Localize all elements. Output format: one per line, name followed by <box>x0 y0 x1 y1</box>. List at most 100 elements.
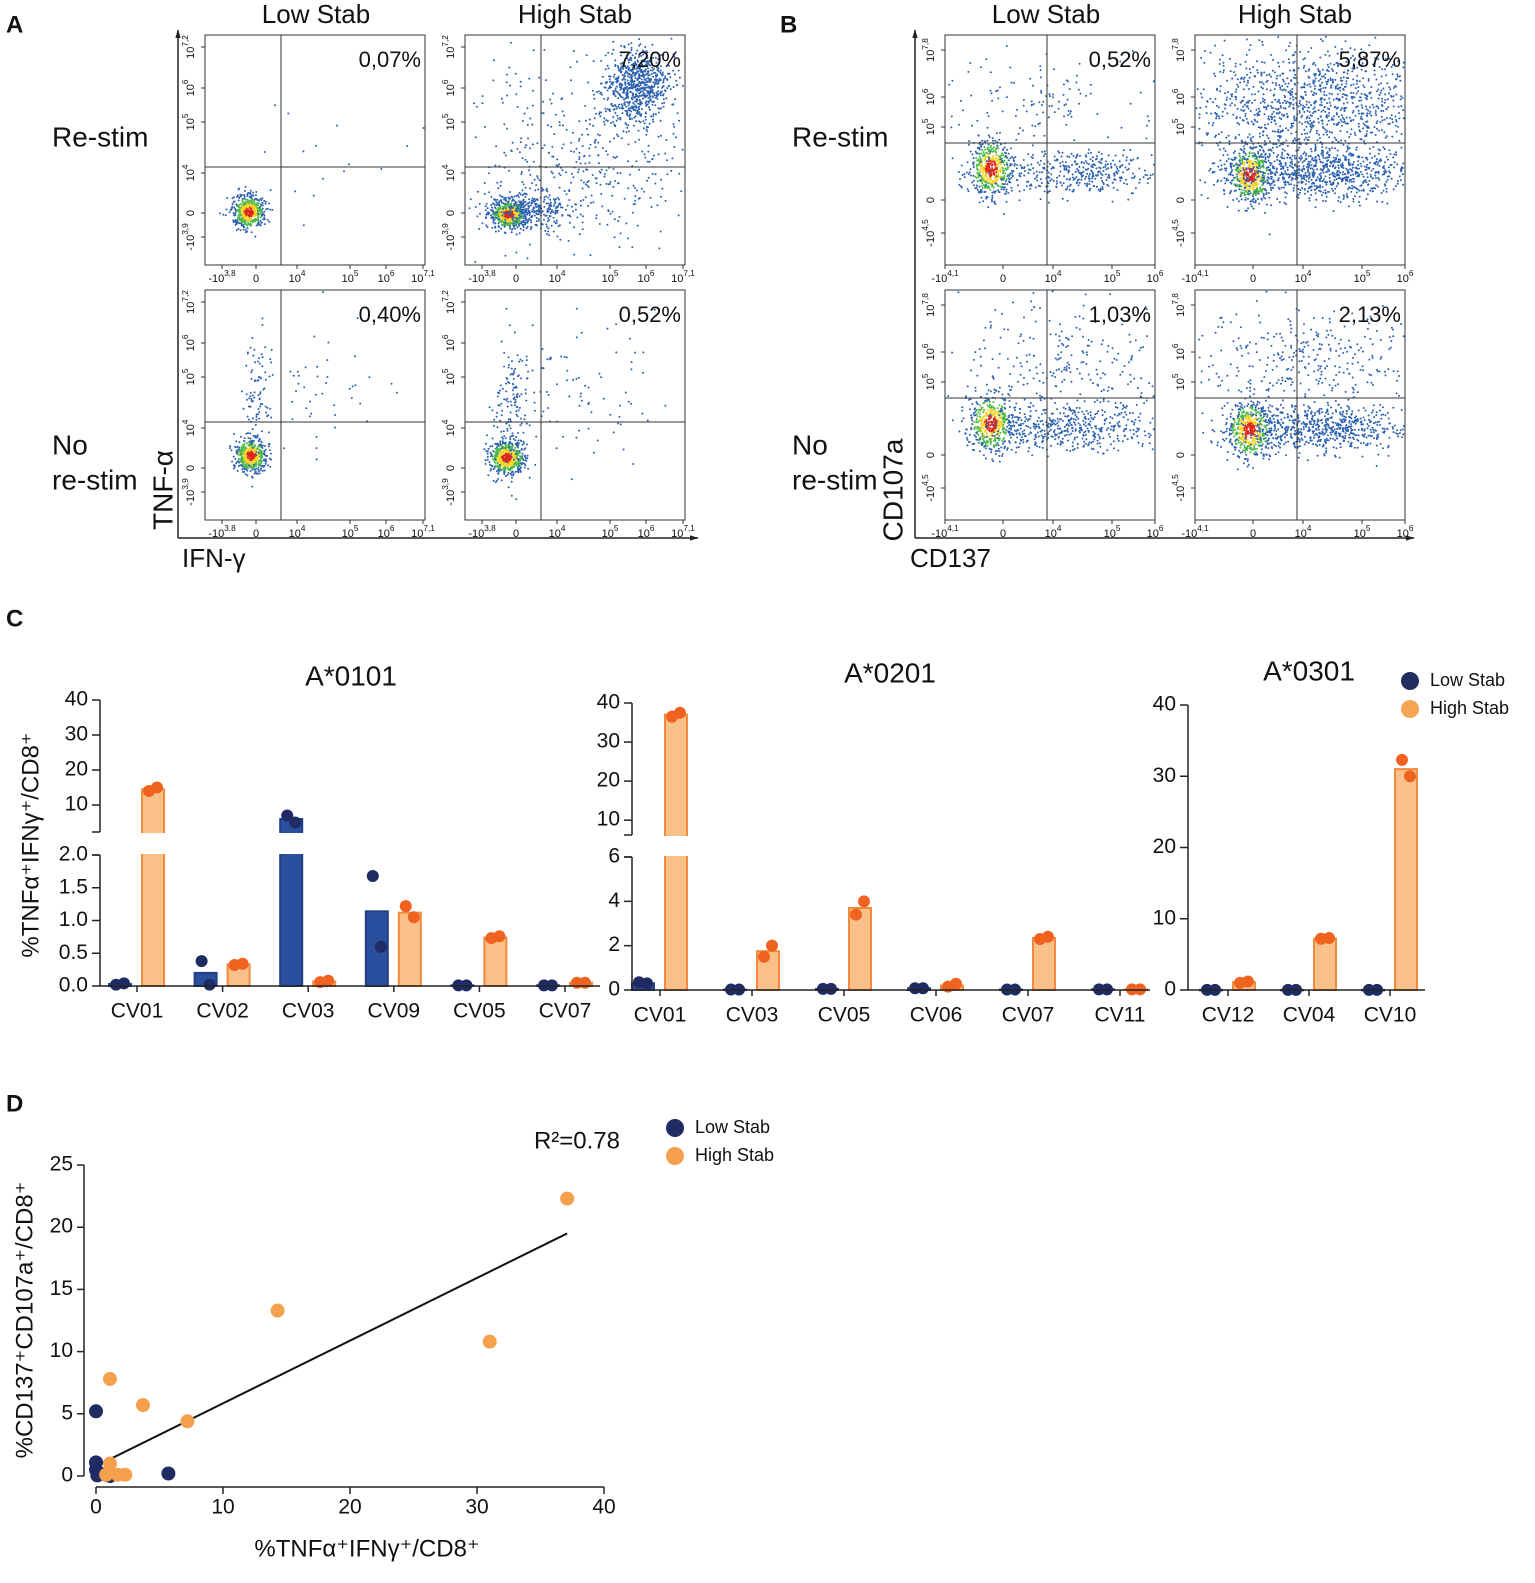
event-dot <box>656 97 659 100</box>
event-dot <box>233 433 235 435</box>
event-dot <box>263 210 266 213</box>
event-dot <box>619 423 622 426</box>
event-dot <box>1150 154 1153 157</box>
event-dot <box>618 246 621 249</box>
event-dot <box>1108 175 1111 177</box>
event-dot <box>512 198 514 201</box>
x-tick-label: 104 <box>289 269 306 285</box>
event-dot <box>1034 177 1036 180</box>
event-dot <box>506 405 509 408</box>
event-dot <box>1105 168 1108 171</box>
event-dot <box>354 384 357 387</box>
y-tick-label: 0 <box>185 210 197 216</box>
event-dot <box>1009 181 1012 184</box>
event-dot <box>1044 153 1047 156</box>
event-dot <box>500 201 503 204</box>
event-dot <box>988 136 991 139</box>
event-dot <box>568 395 571 398</box>
event-dot <box>256 222 259 225</box>
event-dot <box>627 124 630 127</box>
event-dot <box>244 473 247 476</box>
event-dot <box>995 177 998 180</box>
event-dot <box>625 93 628 96</box>
event-dot <box>1019 164 1022 167</box>
event-dot <box>505 307 508 310</box>
y-tick-label: 105 <box>441 113 457 130</box>
event-dot <box>676 112 679 115</box>
event-dot <box>521 359 524 362</box>
event-dot <box>554 222 557 225</box>
event-dot <box>243 468 246 471</box>
event-dot <box>495 213 498 216</box>
event-dot <box>660 107 663 110</box>
event-dot <box>498 389 501 392</box>
event-dot <box>315 447 318 450</box>
event-dot <box>641 412 644 415</box>
event-dot <box>1065 168 1068 171</box>
tick-exp: 5 <box>354 269 359 278</box>
event-dot <box>500 452 503 455</box>
event-dot <box>527 207 530 210</box>
event-dot <box>602 397 605 400</box>
event-dot <box>647 176 650 179</box>
event-dot <box>503 197 506 199</box>
event-dot <box>1002 169 1005 172</box>
event-dot <box>653 78 656 81</box>
event-dot <box>966 161 969 164</box>
event-dot <box>1005 200 1008 203</box>
y-tick-label: 104 <box>181 419 197 436</box>
event-dot <box>678 76 681 79</box>
event-dot <box>334 426 336 429</box>
event-dot <box>659 71 662 74</box>
event-dot <box>515 413 518 416</box>
event-dot <box>312 194 315 197</box>
column-header: Low Stab <box>262 0 370 29</box>
event-dot <box>553 199 556 202</box>
event-dot <box>624 86 627 89</box>
event-dot <box>547 393 550 396</box>
event-dot <box>251 210 254 213</box>
event-dot <box>995 171 998 174</box>
event-dot <box>1052 180 1055 182</box>
event-dot <box>613 92 616 94</box>
event-dot <box>313 335 316 338</box>
event-dot <box>241 197 244 200</box>
event-dot <box>643 190 645 193</box>
event-dot <box>623 197 626 200</box>
plot-frame <box>204 34 426 266</box>
event-dot <box>537 217 540 220</box>
event-dot <box>571 205 573 208</box>
event-dot <box>518 214 520 217</box>
event-dot <box>657 90 660 93</box>
event-dot <box>631 211 634 214</box>
event-dot <box>980 191 983 193</box>
event-dot <box>651 157 654 160</box>
event-dot <box>522 199 525 202</box>
event-dot <box>617 97 620 100</box>
event-dot <box>326 359 329 362</box>
event-dot <box>234 212 237 215</box>
event-dot <box>260 440 263 443</box>
event-dot <box>1005 190 1008 193</box>
event-dot <box>627 43 630 46</box>
event-dot <box>291 418 294 421</box>
event-dot <box>654 182 657 185</box>
event-dot <box>261 204 264 207</box>
event-dot <box>1080 178 1083 181</box>
event-dot <box>234 445 237 448</box>
event-dot <box>648 99 651 102</box>
event-dot <box>526 211 529 214</box>
event-dot <box>500 436 503 439</box>
event-dot <box>963 176 966 179</box>
event-dot <box>987 179 990 182</box>
event-dot <box>262 465 265 468</box>
event-dot <box>631 117 633 120</box>
event-dot <box>1004 172 1007 175</box>
event-dot <box>495 204 498 207</box>
event-dot <box>254 203 257 206</box>
event-dot <box>504 462 506 465</box>
event-dot <box>980 184 983 187</box>
event-dot <box>259 455 262 458</box>
event-dot <box>616 85 618 88</box>
row-label: Re-stim <box>792 121 888 152</box>
